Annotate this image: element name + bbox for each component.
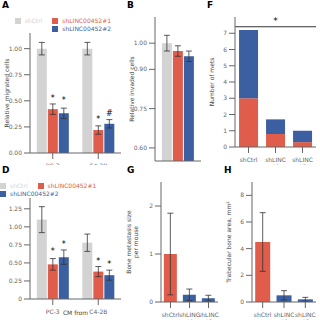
svg-text:Number of mets: Number of mets — [208, 58, 215, 107]
svg-text:Relative migrated cells: Relative migrated cells — [8, 59, 11, 128]
svg-text:0.25: 0.25 — [9, 123, 23, 130]
html-text:D: D — [2, 165, 10, 175]
svg-text:#: # — [106, 109, 113, 118]
svg-text:0.75: 0.75 — [134, 105, 148, 112]
svg-text:0.75: 0.75 — [9, 241, 23, 248]
svg-text:6: 6 — [240, 218, 244, 225]
svg-text:0.50: 0.50 — [9, 97, 23, 104]
svg-text:2: 2 — [240, 271, 244, 278]
svg-text:shCtrl: shCtrl — [240, 156, 258, 163]
svg-text:1.00: 1.00 — [9, 45, 23, 52]
svg-text:8: 8 — [240, 191, 244, 198]
svg-text:0: 0 — [149, 298, 153, 305]
svg-text:0.50: 0.50 — [9, 259, 23, 266]
svg-text:0: 0 — [18, 295, 22, 302]
svg-text:*: * — [51, 247, 55, 256]
svg-text:4: 4 — [223, 78, 227, 85]
svg-text:7: 7 — [223, 29, 227, 36]
svg-text:Relative invaded cells: Relative invaded cells — [128, 56, 135, 122]
svg-text:shLINC#2: shLINC#2 — [295, 311, 312, 320]
svg-text:*: * — [51, 94, 55, 103]
svg-text:3: 3 — [223, 94, 227, 101]
html-text:F: F — [207, 0, 214, 10]
html-text:G: G — [127, 165, 135, 175]
svg-text:6: 6 — [223, 46, 227, 53]
svg-text:1: 1 — [149, 250, 153, 257]
svg-text:C4-2B: C4-2B — [89, 162, 107, 165]
svg-text:*: * — [107, 260, 111, 269]
svg-text:0.60: 0.60 — [134, 144, 148, 151]
svg-text:*: * — [96, 257, 100, 266]
svg-text:1.00: 1.00 — [134, 39, 148, 46]
svg-text:shCtrl: shCtrl — [254, 311, 272, 318]
svg-text:PC-3: PC-3 — [46, 162, 60, 165]
svg-text:Bone metastasis sizeper mouse: Bone metastasis sizeper mouse — [125, 210, 140, 274]
svg-text:shLINC#1: shLINC#1 — [274, 311, 295, 320]
svg-text:0: 0 — [240, 298, 244, 305]
svg-text:shLINC#1: shLINC#1 — [265, 156, 286, 165]
svg-text:*: * — [273, 16, 278, 26]
svg-text:2: 2 — [223, 111, 227, 118]
svg-text:PC-3: PC-3 — [46, 308, 60, 315]
svg-text:1.25: 1.25 — [9, 205, 23, 212]
svg-text:*: * — [62, 96, 66, 105]
svg-text:*: * — [62, 240, 66, 249]
html-text:B: B — [127, 0, 134, 10]
svg-text:4: 4 — [240, 245, 244, 252]
svg-text:0.25: 0.25 — [9, 277, 23, 284]
svg-text:shLINC#2: shLINC#2 — [292, 156, 312, 165]
svg-text:C4-2B: C4-2B — [89, 308, 107, 315]
html-text:shLINC00452#1: shLINC00452#1 — [47, 182, 97, 189]
html-text:H: H — [224, 165, 232, 175]
svg-text:shCtrl: shCtrl — [162, 311, 180, 318]
html-text:A: A — [2, 0, 9, 10]
svg-text:*: * — [96, 115, 100, 124]
svg-text:1.00: 1.00 — [9, 223, 23, 230]
svg-text:2: 2 — [149, 202, 153, 209]
svg-text:1: 1 — [223, 127, 227, 134]
html-text:shLINC00452#2: shLINC00452#2 — [10, 190, 59, 197]
svg-text:CM from: CM from — [63, 309, 88, 316]
svg-text:shLINC#2: shLINC#2 — [198, 311, 219, 320]
html-text:shLINC00452#2: shLINC00452#2 — [62, 25, 111, 32]
html-text:shLINC00452#1: shLINC00452#1 — [62, 17, 111, 24]
svg-text:0: 0 — [223, 143, 227, 150]
svg-text:0.00: 0.00 — [9, 149, 23, 156]
svg-text:0.75: 0.75 — [9, 71, 23, 78]
svg-text:Trabecular bone area, mm²: Trabecular bone area, mm² — [225, 201, 232, 284]
svg-text:5: 5 — [223, 62, 227, 69]
svg-text:shLINC#1: shLINC#1 — [179, 311, 200, 320]
html-text:shCtrl: shCtrl — [10, 182, 28, 189]
svg-text:0.90: 0.90 — [134, 65, 148, 72]
html-text:shCtrl: shCtrl — [24, 17, 43, 24]
